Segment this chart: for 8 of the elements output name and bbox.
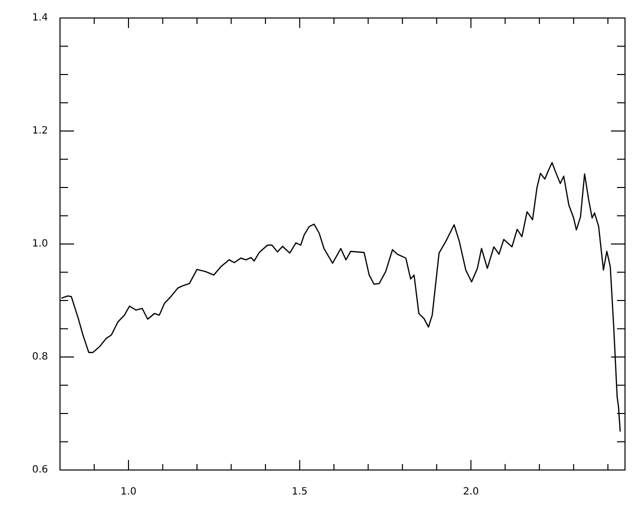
y-tick-label: 0.6 [32,464,48,476]
y-tick-label: 1.0 [32,238,48,250]
y-tick-label: 1.2 [32,126,48,137]
x-tick-label: 2.0 [462,486,479,498]
x-tick-label: 1.0 [120,486,136,498]
x-tick-label: 1.5 [292,486,308,498]
y-tick-label: 1.4 [32,12,48,24]
y-tick-label: 0.8 [32,352,48,363]
